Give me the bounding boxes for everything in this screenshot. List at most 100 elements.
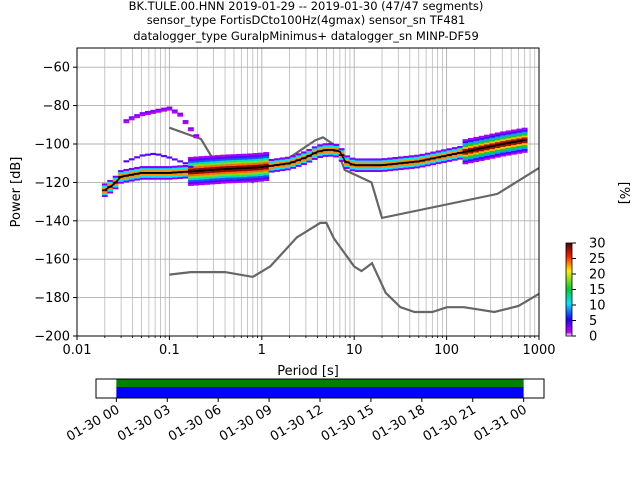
psd-cell: [511, 129, 517, 132]
psd-cell: [118, 179, 124, 182]
psd-cell: [209, 155, 216, 158]
psd-cell: [511, 131, 517, 134]
psd-cell: [521, 131, 528, 134]
psd-cell: [258, 154, 264, 157]
psd-cell: [462, 141, 469, 144]
psd-cell: [484, 134, 490, 137]
psd-cell: [258, 160, 264, 163]
time-tick-label: 01-30 06: [166, 402, 224, 444]
psd-cell: [489, 135, 496, 138]
psd-cell: [360, 160, 367, 163]
psd-cell: [241, 155, 248, 158]
psd-cell: [198, 183, 205, 186]
psd-cell: [155, 110, 162, 113]
psd-cell: [333, 151, 340, 154]
psd-cell: [198, 158, 205, 161]
psd-cell: [263, 173, 270, 176]
psd-cell: [451, 158, 458, 161]
psd-cell: [354, 162, 361, 165]
psd-cell: [193, 181, 200, 184]
psd-cell: [392, 158, 399, 162]
psd-cell: [193, 166, 200, 169]
psd-cell: [177, 112, 184, 115]
psd-cell: [198, 175, 205, 178]
psd-cell: [144, 153, 151, 156]
psd-cell: [494, 138, 501, 141]
psd-cell: [101, 185, 108, 188]
psd-cell: [247, 155, 254, 158]
psd-cell: [107, 187, 114, 190]
psd-cell: [258, 177, 264, 180]
psd-cell: [247, 174, 254, 177]
psd-cell: [225, 164, 232, 167]
psd-cell: [144, 110, 151, 114]
psd-cell: [516, 128, 523, 131]
psd-cell: [214, 164, 221, 167]
psd-cell: [360, 162, 367, 165]
psd-cell: [209, 170, 216, 173]
psd-cell: [430, 161, 437, 164]
psd-cell: [188, 168, 194, 171]
psd-cell: [247, 176, 254, 179]
psd-cell: [467, 157, 474, 160]
psd-cell: [220, 179, 227, 182]
psd-cell: [311, 146, 318, 149]
psd-cell: [177, 114, 184, 117]
psd-cell: [349, 169, 356, 172]
psd-cell: [484, 150, 490, 153]
colorbar-tick-label: 15: [589, 283, 606, 298]
psd-cell: [441, 149, 447, 152]
psd-cell: [171, 111, 178, 114]
psd-cell: [484, 157, 490, 160]
time-tick-label: 01-30 15: [319, 402, 377, 444]
psd-cell: [511, 148, 517, 151]
psd-cell: [241, 178, 248, 181]
psd-cell: [365, 158, 372, 161]
plot-area: 0.01 0.1 1 10 100 1000 −200 −180 −160 −140 −120 −1…: [34, 47, 556, 358]
psd-cell: [462, 156, 469, 159]
y-tick-label: −140: [34, 214, 70, 229]
psd-cell: [446, 157, 453, 160]
psd-cell: [220, 162, 227, 165]
psd-cell: [451, 150, 458, 154]
psd-cell: [376, 158, 383, 161]
psd-cell: [430, 155, 437, 158]
psd-cell: [338, 151, 345, 155]
psd-cell: [516, 132, 523, 135]
psd-cell: [397, 158, 404, 161]
psd-cell: [247, 180, 254, 183]
psd-cell: [241, 159, 248, 162]
psd-cell: [231, 173, 237, 176]
psd-cell: [408, 157, 415, 160]
psd-cell: [258, 156, 264, 159]
psd-cell: [155, 177, 162, 180]
psd-cell: [166, 175, 173, 178]
psd-cell: [505, 134, 512, 137]
psd-cell: [500, 146, 507, 149]
psd-cell: [521, 129, 528, 132]
psd-cell: [128, 171, 135, 174]
coverage-bar-green: [116, 379, 524, 387]
psd-cell: [118, 173, 124, 176]
psd-cell: [241, 165, 248, 168]
psd-cell: [419, 157, 426, 160]
psd-cell: [166, 166, 173, 169]
chart-title-line-2: sensor_type FortisDCto100Hz(4gmax) senso…: [147, 13, 466, 27]
psd-cell: [107, 181, 114, 184]
psd-cell: [188, 181, 194, 184]
psd-cell: [258, 162, 264, 165]
psd-cell: [365, 169, 372, 173]
psd-cell: [241, 161, 248, 164]
psd-cell: [252, 154, 259, 158]
psd-cell: [231, 179, 237, 182]
psd-cell: [155, 153, 162, 156]
psd-cell: [494, 149, 501, 152]
psd-cell: [220, 173, 227, 176]
psd-cell: [457, 157, 463, 160]
psd-cell: [155, 173, 162, 176]
psd-cell: [322, 150, 329, 154]
psd-cell: [209, 166, 216, 170]
psd-cell: [387, 157, 393, 160]
psd-cell: [473, 156, 480, 159]
psd-cell: [123, 168, 130, 172]
